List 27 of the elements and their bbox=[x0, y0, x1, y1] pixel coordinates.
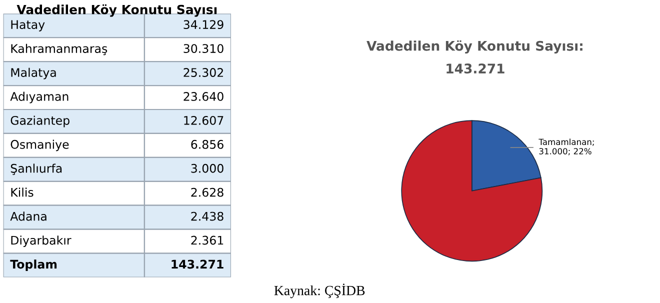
category-label: Malatya bbox=[11, 68, 56, 80]
category-label: Kahramanmaraş bbox=[11, 44, 108, 56]
category-label: Kilis bbox=[11, 188, 34, 197]
text: 2.438 bbox=[191, 212, 224, 221]
category-label: Diyarbakır bbox=[11, 236, 72, 248]
category-label: Adana bbox=[10, 212, 46, 221]
text: 23.640 bbox=[184, 92, 224, 101]
text: 6.856 bbox=[191, 140, 224, 149]
text: 12.607 bbox=[184, 116, 224, 125]
text: 34.129 bbox=[184, 20, 224, 30]
text: 2.361 bbox=[191, 236, 224, 245]
category-label: Hatay bbox=[11, 20, 45, 32]
text: 30.310 bbox=[184, 44, 224, 54]
text: Vadedilen Köy Konutu Sayısı bbox=[16, 4, 217, 17]
category-label: Gaziantep bbox=[10, 116, 70, 128]
chart-subtitle: 143.271 bbox=[446, 64, 504, 74]
category-label: Şanlıurfa bbox=[10, 164, 62, 175]
text: 2.628 bbox=[191, 188, 224, 197]
category-label: Osmaniye bbox=[10, 140, 69, 152]
category-label: Adıyaman bbox=[10, 92, 68, 104]
text: 3.000 bbox=[191, 164, 224, 173]
text: 25.302 bbox=[184, 68, 223, 77]
text: 143.271 bbox=[172, 260, 224, 269]
data-label: Tamamlanan; 31.000; 22% bbox=[538, 138, 594, 156]
text: Kaynak: ÇŞİDB bbox=[274, 284, 365, 298]
chart-title: Vadedilen Köy Konutu Sayısı: bbox=[366, 40, 582, 54]
category-label: Toplam bbox=[10, 260, 57, 271]
